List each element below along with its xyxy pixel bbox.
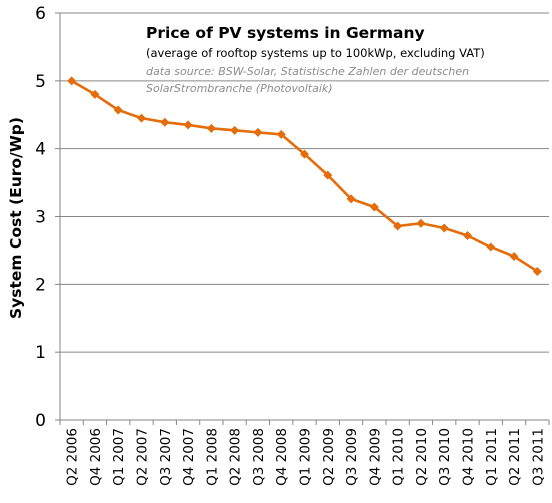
x-tick-label: Q3 2007: [158, 428, 174, 486]
x-tick-label: Q4 2010: [461, 428, 477, 486]
y-tick-label: 6: [35, 4, 46, 24]
x-tick-label: Q1 2007: [111, 428, 127, 486]
x-tick-label: Q2 2010: [414, 428, 430, 486]
data-point-marker: [90, 89, 100, 99]
series-line: [70, 79, 539, 273]
x-tick-label: Q4 2008: [274, 428, 290, 486]
x-tick-label: Q2 2006: [65, 428, 81, 486]
y-tick-label: 3: [35, 208, 46, 228]
x-tick-label: Q4 2006: [88, 428, 104, 486]
x-tick-label: Q4 2009: [367, 428, 383, 486]
x-tick-label: Q3 2008: [251, 428, 267, 486]
data-point-marker: [230, 125, 240, 135]
data-point-marker: [369, 202, 379, 212]
x-tick-label: Q3 2010: [437, 428, 453, 486]
data-point-marker: [393, 221, 403, 231]
data-point-marker: [276, 129, 286, 139]
y-tick-label: 5: [35, 72, 46, 92]
x-tick-label: Q2 2009: [321, 428, 337, 486]
y-tick-label: 2: [35, 275, 46, 295]
data-point-marker: [137, 113, 146, 123]
data-point-marker: [439, 223, 449, 233]
x-tick-label: Q2 2007: [135, 428, 151, 486]
data-point-marker: [206, 123, 216, 133]
x-tick-labels: Q2 2006 Q4 2006 Q1 2007 Q2 2007 Q3 2007 Q4 20…: [65, 428, 547, 486]
y-tick-label: 1: [35, 343, 46, 363]
data-point-marker: [486, 242, 496, 252]
data-point-marker: [532, 266, 542, 276]
data-point-marker: [416, 218, 426, 228]
y-tick-labels: 0 1 2 3 4 5 6: [35, 4, 46, 431]
x-tick-label: Q1 2011: [484, 428, 500, 486]
grid: [60, 12, 549, 353]
x-tick-label: Q1 2010: [391, 428, 407, 486]
x-tick-label: Q1 2008: [204, 428, 220, 486]
data-point-marker: [509, 252, 519, 262]
data-point-marker: [463, 230, 472, 240]
series-layer: [67, 76, 542, 276]
x-tick-label: Q2 2008: [228, 428, 244, 486]
x-tick-label: Q2 2011: [507, 428, 523, 486]
x-tick-label: Q1 2009: [298, 428, 314, 486]
x-tick-label: Q3 2009: [344, 428, 360, 486]
x-tick-label: Q4 2007: [181, 428, 197, 486]
data-point-marker: [67, 76, 77, 86]
data-point-marker: [323, 170, 333, 180]
data-point-marker: [160, 117, 170, 127]
y-axis-label: System Cost (Euro/Wp): [7, 117, 25, 319]
data-point-marker: [183, 120, 193, 130]
x-tick-label: Q3 2011: [530, 428, 546, 486]
axes: [55, 12, 550, 425]
y-tick-label: 4: [35, 140, 46, 160]
data-point-marker: [346, 194, 356, 204]
y-tick-label: 0: [35, 411, 46, 431]
data-point-marker: [300, 149, 309, 159]
data-point-marker: [253, 127, 263, 137]
data-point-marker: [113, 105, 123, 115]
